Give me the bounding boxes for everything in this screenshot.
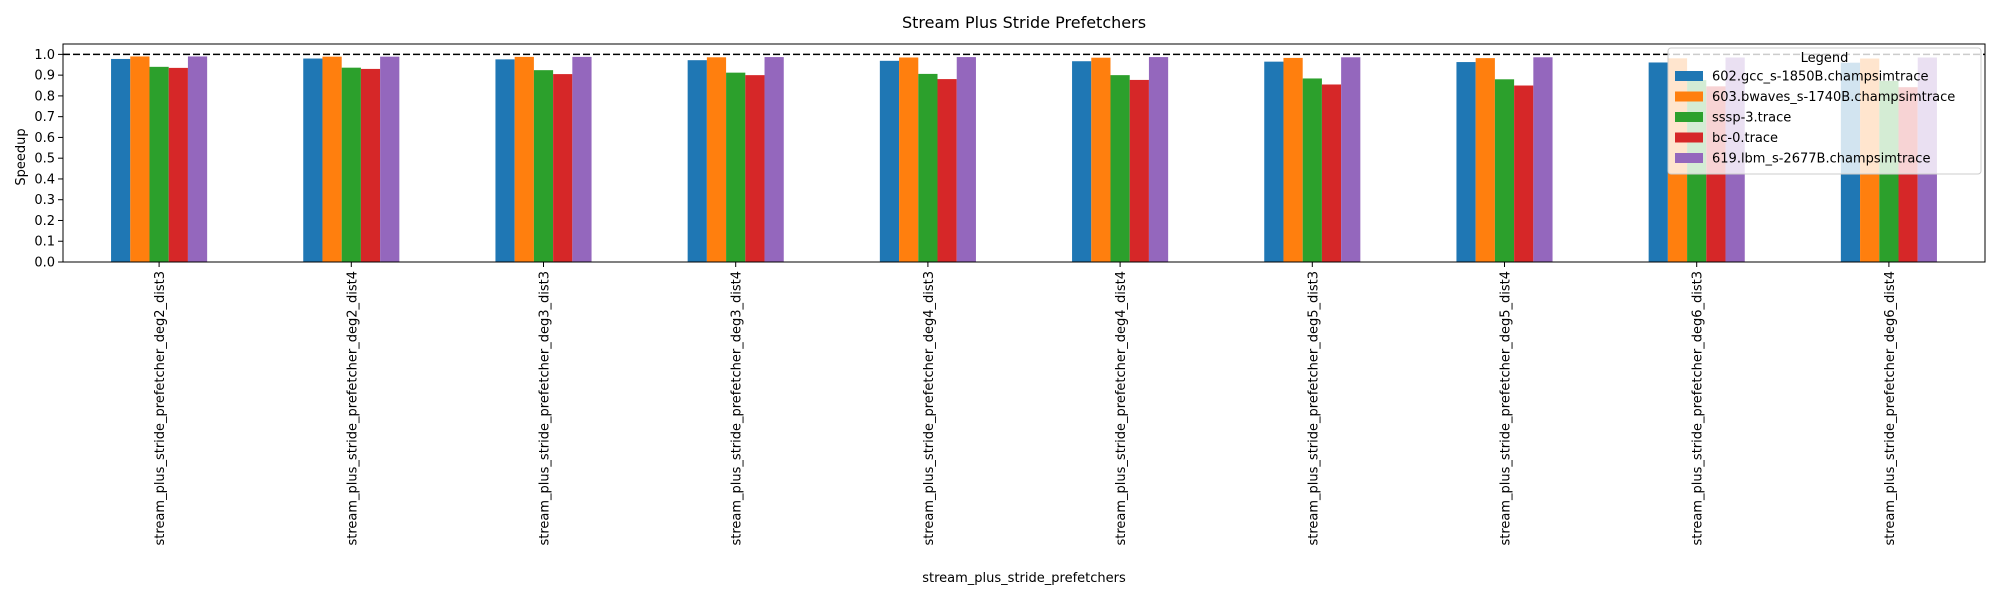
bar bbox=[899, 57, 919, 262]
legend-entry-label: 603.bwaves_s-1740B.champsimtrace bbox=[1712, 90, 1955, 105]
x-tick-label: stream_plus_stride_prefetcher_deg2_dist4 bbox=[345, 271, 360, 546]
bar bbox=[1283, 57, 1303, 262]
x-tick-label: stream_plus_stride_prefetcher_deg5_dist4 bbox=[1499, 271, 1514, 546]
bar bbox=[1302, 78, 1322, 263]
bar bbox=[918, 73, 938, 263]
x-tick-label: stream_plus_stride_prefetcher_deg2_dist3 bbox=[153, 271, 168, 546]
y-tick-label: 0.4 bbox=[34, 172, 55, 187]
bar bbox=[495, 59, 515, 262]
y-tick-label: 1.0 bbox=[34, 48, 55, 63]
bar bbox=[130, 56, 150, 263]
y-tick-label: 0.2 bbox=[34, 214, 55, 229]
plot-area: 0.0 0.1 0.2 0.3 0.4 0.5 0.6 0.7 0.8 0.9 1.0 stream_… bbox=[34, 43, 1986, 546]
y-tick-label: 0.1 bbox=[34, 235, 55, 250]
bar bbox=[1475, 58, 1495, 263]
bar bbox=[1264, 61, 1284, 263]
legend-swatch bbox=[1675, 112, 1703, 122]
bar bbox=[1494, 79, 1515, 262]
bar bbox=[149, 66, 169, 262]
bar bbox=[168, 67, 188, 262]
bar bbox=[322, 56, 342, 262]
legend-entry-label: bc-0.trace bbox=[1712, 131, 1778, 146]
y-tick-label: 0.3 bbox=[34, 193, 55, 208]
bar bbox=[553, 74, 573, 262]
legend-swatch bbox=[1675, 132, 1703, 143]
plot-frame bbox=[62, 43, 1986, 263]
y-tick-label: 0.7 bbox=[34, 110, 55, 125]
x-axis-label: stream_plus_stride_prefetchers bbox=[922, 571, 1126, 586]
series-group bbox=[111, 58, 1861, 263]
x-tick-label: stream_plus_stride_prefetcher_deg6_dist3 bbox=[1691, 271, 1706, 546]
bar bbox=[572, 56, 592, 263]
bar bbox=[1514, 85, 1534, 263]
bar bbox=[1533, 57, 1553, 262]
legend: Legend 602.gcc_s-1850B.champsimtrace 603.b… bbox=[1667, 47, 1982, 175]
legend-entry-label: sssp-3.trace bbox=[1712, 111, 1791, 126]
bar bbox=[111, 58, 131, 263]
bar bbox=[726, 72, 746, 263]
bar bbox=[706, 57, 727, 262]
bar bbox=[341, 67, 361, 262]
bar bbox=[1072, 61, 1092, 263]
y-tick-label: 0.8 bbox=[34, 89, 55, 104]
legend-title: Legend bbox=[1801, 51, 1849, 66]
x-tick-label: stream_plus_stride_prefetcher_deg3_dist3 bbox=[538, 271, 553, 546]
bar bbox=[533, 70, 554, 262]
bar bbox=[1648, 62, 1668, 263]
bar bbox=[937, 79, 957, 262]
bar bbox=[1148, 57, 1169, 262]
y-tick-label: 0.9 bbox=[34, 69, 55, 84]
x-tick-label: stream_plus_stride_prefetcher_deg4_dist3 bbox=[922, 271, 937, 546]
bar bbox=[1129, 79, 1149, 262]
bar bbox=[1456, 62, 1476, 263]
legend-swatch bbox=[1675, 71, 1703, 81]
legend-entry-label: 619.lbm_s-2677B.champsimtrace bbox=[1712, 152, 1930, 167]
bar bbox=[879, 60, 900, 262]
bar bbox=[1091, 57, 1111, 263]
y-tick-label: 0.0 bbox=[34, 256, 55, 271]
y-axis-label: Speedup bbox=[14, 128, 29, 185]
series-group bbox=[168, 67, 1918, 263]
bar bbox=[745, 75, 765, 262]
bar bbox=[380, 56, 400, 262]
x-tick-label: stream_plus_stride_prefetcher_deg6_dist4 bbox=[1883, 271, 1898, 546]
bar bbox=[303, 58, 323, 262]
bar bbox=[1321, 84, 1342, 263]
x-tick-label: stream_plus_stride_prefetcher_deg5_dist3 bbox=[1306, 271, 1321, 546]
x-tick-label: stream_plus_stride_prefetcher_deg3_dist4 bbox=[730, 271, 745, 546]
legend-entry-label: 602.gcc_s-1850B.champsimtrace bbox=[1712, 70, 1928, 85]
x-tick-label: stream_plus_stride_prefetcher_deg4_dist4 bbox=[1114, 271, 1129, 546]
bar bbox=[687, 60, 707, 262]
y-tick-label: 0.5 bbox=[34, 152, 55, 167]
bar bbox=[514, 56, 534, 263]
legend-swatch bbox=[1675, 91, 1703, 102]
bar bbox=[956, 57, 976, 262]
bar bbox=[360, 68, 381, 262]
y-tick-label: 0.6 bbox=[34, 131, 55, 146]
bar bbox=[1341, 57, 1361, 262]
bar bbox=[187, 56, 208, 263]
legend-box bbox=[1667, 47, 1982, 175]
bar bbox=[1110, 75, 1130, 262]
chart-title: Stream Plus Stride Prefetchers bbox=[902, 13, 1146, 32]
legend-swatch bbox=[1675, 153, 1703, 163]
bar bbox=[764, 57, 784, 262]
